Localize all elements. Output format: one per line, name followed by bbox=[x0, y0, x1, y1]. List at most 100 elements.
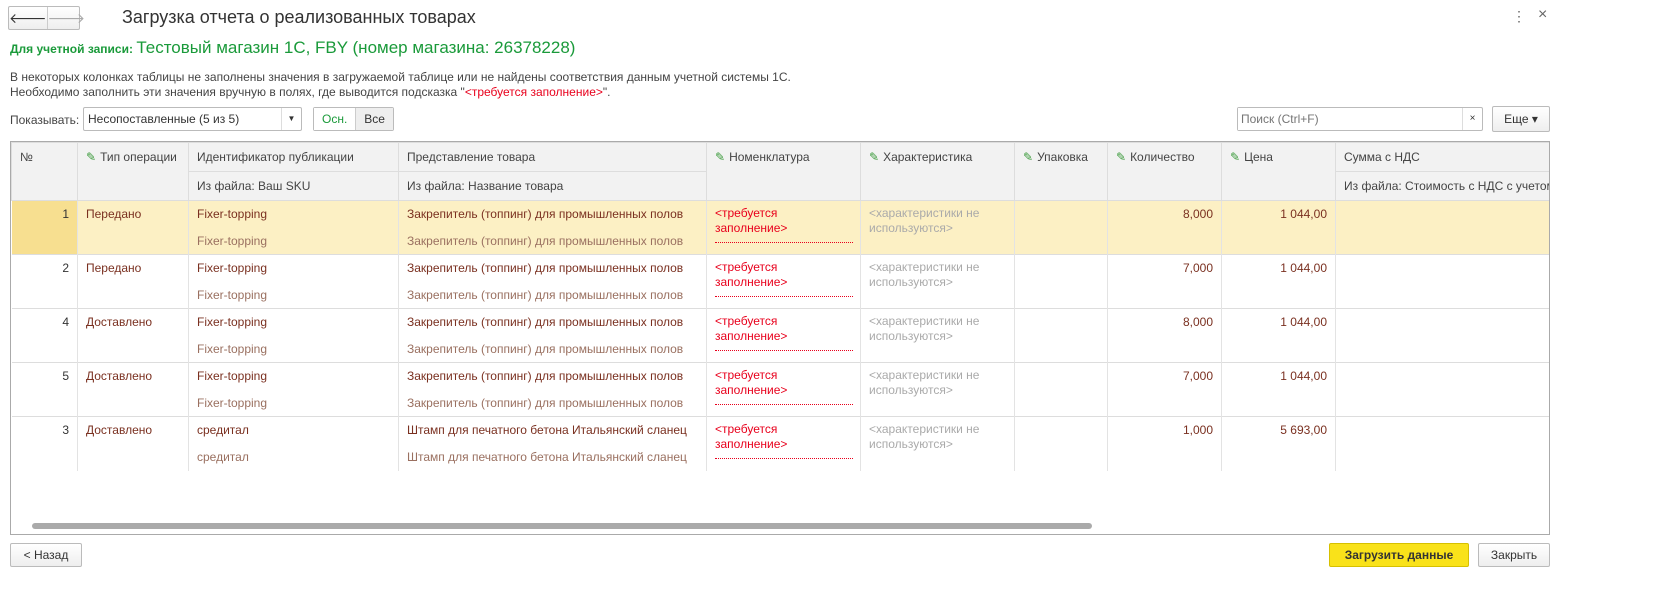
cell-pub[interactable]: Fixer-topping bbox=[188, 362, 399, 390]
cell-num[interactable]: 3 bbox=[11, 416, 78, 471]
col-pack[interactable]: ✎ Упаковка bbox=[1014, 142, 1108, 201]
cell-pack[interactable] bbox=[1014, 416, 1108, 471]
cell-nom[interactable]: <требуется заполнение> bbox=[706, 308, 861, 363]
col-pub[interactable]: Идентификатор публикации bbox=[188, 142, 399, 172]
cell-char[interactable]: <характеристики не используются> bbox=[860, 308, 1015, 363]
col-pres[interactable]: Представление товара bbox=[398, 142, 707, 172]
table-row[interactable]: 4 Доставлено Fixer-topping Закрепитель (… bbox=[11, 308, 1549, 363]
cell-pres[interactable]: Закрепитель (топпинг) для промышленных п… bbox=[398, 362, 707, 390]
cell-nom[interactable]: <требуется заполнение> bbox=[706, 416, 861, 471]
cell-op[interactable]: Доставлено bbox=[77, 308, 189, 363]
search-input[interactable] bbox=[1238, 108, 1462, 130]
cell-char[interactable]: <характеристики не используются> bbox=[860, 254, 1015, 309]
col-price[interactable]: ✎ Цена bbox=[1221, 142, 1336, 201]
cell-pack[interactable] bbox=[1014, 254, 1108, 309]
scrollbar-thumb[interactable] bbox=[32, 523, 1092, 529]
cell-pres[interactable]: Закрепитель (топпинг) для промышленных п… bbox=[398, 254, 707, 282]
cell-qty[interactable]: 7,000 bbox=[1107, 362, 1222, 417]
cell-op[interactable]: Передано bbox=[77, 254, 189, 309]
cell-sum-file[interactable] bbox=[1335, 443, 1549, 471]
table-row-file[interactable]: Fixer-topping Закрепитель (топпинг) для … bbox=[12, 389, 1549, 417]
cell-num[interactable]: 2 bbox=[11, 254, 78, 309]
col-pres-sub[interactable]: Из файла: Название товара bbox=[398, 171, 707, 201]
cell-pub-file[interactable]: Fixer-topping bbox=[188, 227, 399, 255]
view-all-button[interactable]: Все bbox=[355, 108, 393, 130]
cell-pres-file[interactable]: Штамп для печатного бетона Итальянский с… bbox=[398, 443, 707, 471]
cell-qty[interactable]: 8,000 bbox=[1107, 308, 1222, 363]
cell-pres[interactable]: Закрепитель (топпинг) для промышленных п… bbox=[398, 308, 707, 336]
cell-sum[interactable] bbox=[1335, 362, 1549, 390]
cell-op[interactable]: Передано bbox=[77, 200, 189, 255]
cell-pres-file[interactable]: Закрепитель (топпинг) для промышленных п… bbox=[398, 389, 707, 417]
table-row[interactable]: 2 Передано Fixer-topping Закрепитель (то… bbox=[11, 254, 1549, 309]
table-row[interactable]: 5 Доставлено Fixer-topping Закрепитель (… bbox=[11, 362, 1549, 417]
col-sum[interactable]: Сумма с НДС bbox=[1335, 142, 1549, 172]
cell-num[interactable]: 4 bbox=[11, 308, 78, 363]
close-button[interactable]: Закрыть bbox=[1478, 543, 1550, 567]
cell-pack[interactable] bbox=[1014, 200, 1108, 255]
close-icon[interactable]: × bbox=[1538, 6, 1548, 23]
back-button[interactable]: < Назад bbox=[10, 543, 82, 567]
cell-pub[interactable]: средитал bbox=[188, 416, 399, 444]
cell-sum-file[interactable] bbox=[1335, 335, 1549, 363]
cell-sum-file[interactable] bbox=[1335, 389, 1549, 417]
cell-sum[interactable] bbox=[1335, 416, 1549, 444]
cell-char[interactable]: <характеристики не используются> bbox=[860, 200, 1015, 255]
cell-sum-file[interactable] bbox=[1335, 227, 1549, 255]
more-button[interactable]: Еще ▾ bbox=[1492, 106, 1550, 132]
cell-sum[interactable] bbox=[1335, 254, 1549, 282]
cell-char[interactable]: <характеристики не используются> bbox=[860, 362, 1015, 417]
cell-num[interactable]: 1 bbox=[11, 200, 78, 255]
cell-price[interactable]: 1 044,00 bbox=[1221, 254, 1336, 309]
table-row-file[interactable]: Fixer-topping Закрепитель (топпинг) для … bbox=[12, 281, 1549, 309]
table-row-file[interactable]: Fixer-topping Закрепитель (топпинг) для … bbox=[12, 227, 1549, 255]
cell-nom[interactable]: <требуется заполнение> bbox=[706, 362, 861, 417]
clear-search-icon[interactable]: × bbox=[1462, 108, 1482, 130]
col-qty[interactable]: ✎ Количество bbox=[1107, 142, 1222, 201]
cell-sum[interactable] bbox=[1335, 308, 1549, 336]
cell-sum[interactable] bbox=[1335, 200, 1549, 228]
cell-pres-file[interactable]: Закрепитель (топпинг) для промышленных п… bbox=[398, 281, 707, 309]
cell-pub-file[interactable]: Fixer-topping bbox=[188, 335, 399, 363]
cell-pres[interactable]: Штамп для печатного бетона Итальянский с… bbox=[398, 416, 707, 444]
cell-qty[interactable]: 7,000 bbox=[1107, 254, 1222, 309]
col-op[interactable]: ✎ Тип операции bbox=[77, 142, 189, 201]
col-sum-sub[interactable]: Из файла: Стоимость с НДС с учетом bbox=[1335, 171, 1549, 201]
cell-pack[interactable] bbox=[1014, 308, 1108, 363]
cell-pack[interactable] bbox=[1014, 362, 1108, 417]
load-data-button[interactable]: Загрузить данные bbox=[1329, 543, 1469, 567]
cell-nom[interactable]: <требуется заполнение> bbox=[706, 254, 861, 309]
cell-pres-file[interactable]: Закрепитель (топпинг) для промышленных п… bbox=[398, 335, 707, 363]
cell-pres[interactable]: Закрепитель (топпинг) для промышленных п… bbox=[398, 200, 707, 228]
cell-pub-file[interactable]: Fixer-topping bbox=[188, 389, 399, 417]
cell-sum-file[interactable] bbox=[1335, 281, 1549, 309]
cell-price[interactable]: 1 044,00 bbox=[1221, 200, 1336, 255]
cell-qty[interactable]: 8,000 bbox=[1107, 200, 1222, 255]
cell-op[interactable]: Доставлено bbox=[77, 362, 189, 417]
cell-pub[interactable]: Fixer-topping bbox=[188, 254, 399, 282]
cell-pres-file[interactable]: Закрепитель (топпинг) для промышленных п… bbox=[398, 227, 707, 255]
cell-char[interactable]: <характеристики не используются> bbox=[860, 416, 1015, 471]
table-row-file[interactable]: средитал Штамп для печатного бетона Итал… bbox=[12, 443, 1549, 471]
horizontal-scrollbar[interactable] bbox=[14, 521, 1544, 530]
cell-nom[interactable]: <требуется заполнение> bbox=[706, 200, 861, 255]
cell-op[interactable]: Доставлено bbox=[77, 416, 189, 471]
show-filter-select[interactable]: Несопоставленные (5 из 5) ▼ bbox=[83, 107, 302, 131]
back-arrow-icon[interactable]: 🡐 bbox=[9, 10, 47, 26]
forward-arrow-icon[interactable]: 🡒 bbox=[46, 7, 85, 29]
cell-pub-file[interactable]: Fixer-topping bbox=[188, 281, 399, 309]
cell-pub[interactable]: Fixer-topping bbox=[188, 308, 399, 336]
cell-price[interactable]: 5 693,00 bbox=[1221, 416, 1336, 471]
col-nom[interactable]: ✎ Номенклатура bbox=[706, 142, 861, 201]
cell-price[interactable]: 1 044,00 bbox=[1221, 308, 1336, 363]
cell-pub-file[interactable]: средитал bbox=[188, 443, 399, 471]
dropdown-arrow-icon[interactable]: ▼ bbox=[281, 108, 301, 130]
table-row-file[interactable]: Fixer-topping Закрепитель (топпинг) для … bbox=[12, 335, 1549, 363]
table-row[interactable]: 3 Доставлено средитал Штамп для печатног… bbox=[11, 416, 1549, 471]
col-char[interactable]: ✎ Характеристика bbox=[860, 142, 1015, 201]
col-pub-sub[interactable]: Из файла: Ваш SKU bbox=[188, 171, 399, 201]
view-main-button[interactable]: Осн. bbox=[314, 108, 356, 130]
cell-qty[interactable]: 1,000 bbox=[1107, 416, 1222, 471]
cell-price[interactable]: 1 044,00 bbox=[1221, 362, 1336, 417]
cell-pub[interactable]: Fixer-topping bbox=[188, 200, 399, 228]
